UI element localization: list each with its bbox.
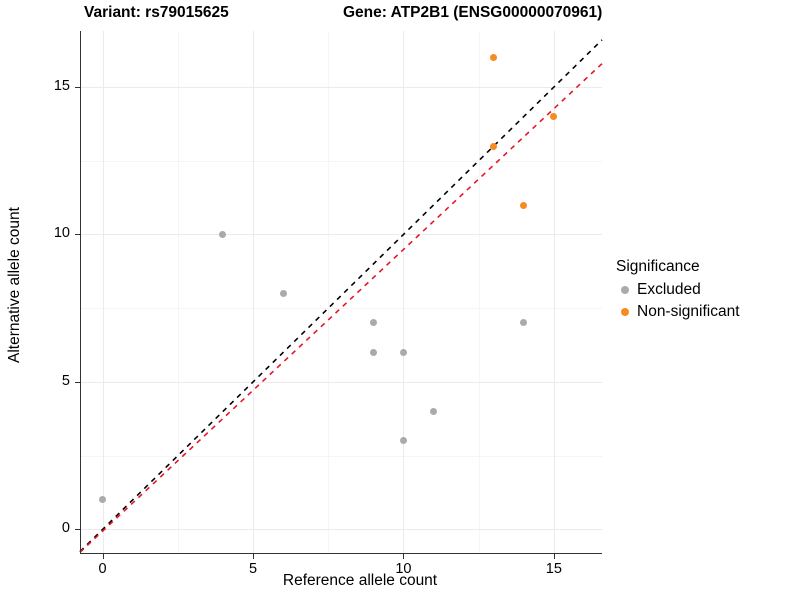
y-tick-label: 0 (61, 520, 70, 537)
scatter-point (430, 407, 438, 415)
legend-item-label: Excluded (637, 281, 701, 298)
legend: Significance Excluded Non-significant (616, 258, 796, 323)
x-tick-label: 10 (395, 561, 412, 577)
legend-item[interactable]: Excluded (616, 279, 796, 301)
gridline-major-horizontal (80, 381, 602, 383)
gridline-minor-vertical (328, 31, 330, 553)
x-axis-label: Reference allele count (282, 572, 438, 589)
y-tick (75, 87, 80, 89)
scatter-point (399, 348, 407, 356)
x-tick-label: 5 (248, 561, 258, 577)
legend-key (616, 303, 634, 321)
scatter-point (520, 319, 528, 327)
scatter-point (369, 319, 377, 327)
gridline-major-horizontal (80, 87, 602, 89)
scatter-point (219, 230, 227, 238)
x-tick (102, 554, 104, 559)
scatter-point (369, 348, 377, 356)
x-axis-line (80, 553, 602, 554)
legend-key (616, 281, 634, 299)
legend-item-label: Non-significant (637, 303, 740, 320)
scatter-point (550, 113, 558, 121)
expected-ratio-line (79, 63, 603, 553)
x-tick (553, 554, 555, 559)
scatter-point (99, 496, 107, 504)
scatter-point (490, 54, 498, 62)
plot-panel (79, 31, 603, 553)
gridline-major-vertical (252, 31, 254, 553)
gridline-major-vertical (102, 31, 104, 553)
reference-lines (79, 39, 603, 553)
x-tick (403, 554, 405, 559)
legend-dot-icon (621, 286, 629, 294)
identity-line (79, 39, 603, 553)
gene-title: Gene: ATP2B1 (ENSG00000070961) (343, 4, 603, 21)
gridline-major-vertical (553, 31, 555, 553)
plot-title-row: Variant: rs79015625 Gene: ATP2B1 (ENSG00… (0, 4, 800, 28)
legend-items: Excluded Non-significant (616, 279, 796, 323)
variant-title: Variant: rs79015625 (84, 4, 229, 21)
y-axis-label: Alternative allele count (6, 207, 23, 363)
scatter-point (279, 289, 287, 297)
x-tick-label: 0 (98, 561, 107, 577)
y-tick (75, 381, 80, 383)
x-tick-label: 15 (545, 561, 562, 577)
scatter-point (520, 201, 528, 209)
scatter-point (490, 142, 498, 150)
x-tick (252, 554, 254, 559)
gridline-minor-vertical (177, 31, 179, 553)
gridline-minor-horizontal (80, 160, 602, 162)
y-tick-label: 5 (61, 372, 70, 389)
legend-dot-icon (621, 308, 629, 316)
y-axis-line (80, 31, 81, 554)
legend-item[interactable]: Non-significant (616, 301, 796, 323)
gridline-minor-horizontal (80, 455, 602, 457)
y-tick-label: 10 (53, 225, 70, 242)
gridline-major-vertical (403, 31, 405, 553)
gridline-major-horizontal (80, 529, 602, 531)
legend-title: Significance (616, 258, 700, 275)
y-tick-label: 15 (53, 78, 70, 95)
y-tick (75, 234, 80, 236)
scatter-point (399, 437, 407, 445)
y-tick (75, 529, 80, 531)
gridline-major-horizontal (80, 234, 602, 236)
gridline-minor-vertical (478, 31, 480, 553)
gridline-minor-horizontal (80, 308, 602, 310)
